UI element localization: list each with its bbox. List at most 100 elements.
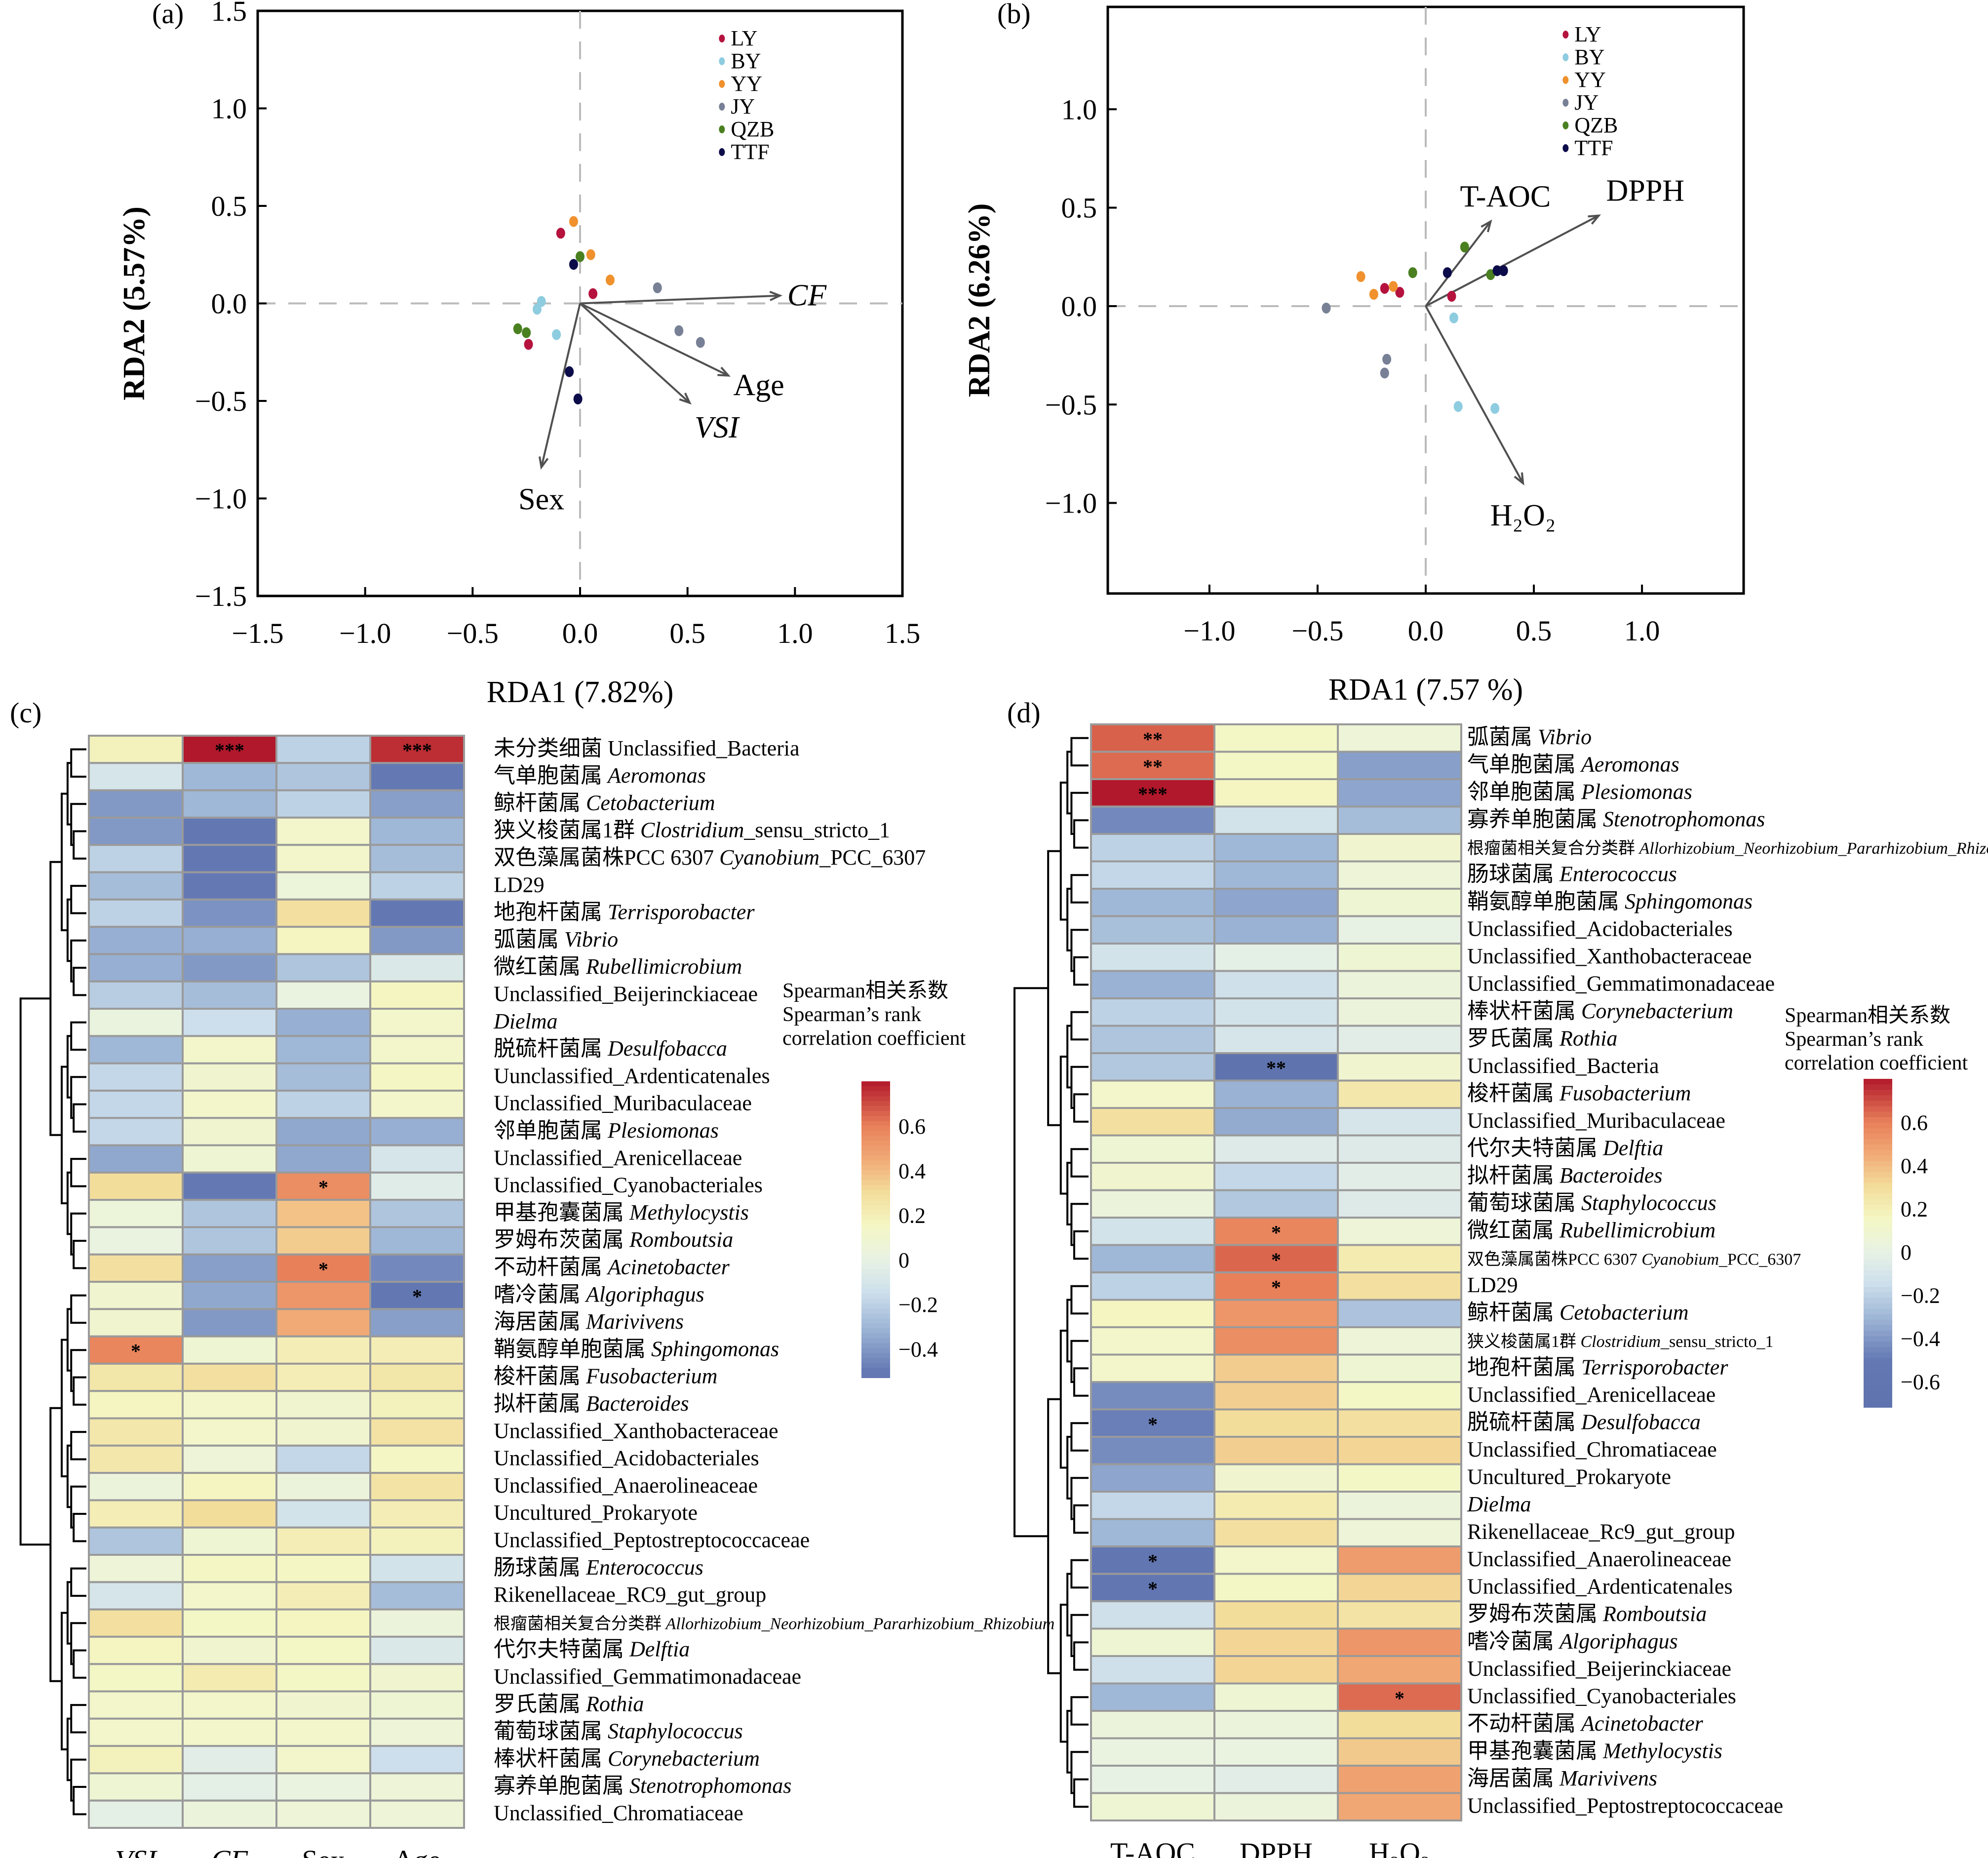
heatmap-cell [1213,1025,1339,1054]
heatmap-cell [275,1799,371,1829]
colorbar-tick-label: −0.6 [1901,1370,1940,1394]
heatmap-row: * Unclassified_Anaerolineaceae [1090,1545,1731,1575]
heatmap-row: Unclassified_Xanthobacteraceae [1090,943,1752,972]
heatmap-cell [1090,1655,1215,1685]
column-label: H₂O₂ [1369,1837,1430,1858]
heatmap-cell [182,1608,277,1638]
heatmap-cell [1337,1627,1462,1657]
colorbar-segment [861,1155,890,1161]
panel-label-d: (d) [1007,697,1041,729]
heatmap-row: 根瘤菌相关复合分类群 Allorhizobium_Neorhizobium_Pa… [1090,833,1988,863]
heatmap-cell [275,980,371,1010]
heatmap-cell [1337,1326,1462,1356]
legend-marker-ly [719,35,725,42]
dendrogram-branch [66,1717,72,1781]
panel-label-b: (b) [997,0,1031,30]
heatmap-cell [369,953,465,983]
heatmap-cell [182,871,277,901]
heatmap-cell [182,1526,277,1556]
colorbar-segment [1864,1210,1892,1217]
row-label: 微红菌属 Rubellimicrobium [494,954,742,979]
arrow-label: VSI [695,411,741,444]
heatmap-cell [275,1472,371,1502]
heatmap-cell [1213,1655,1339,1685]
heatmap-cell [1090,1107,1215,1137]
heatmap-row: 棒状杆菌属 Corynebacterium [1090,997,1733,1027]
colorbar-segment [861,1289,890,1294]
colorbar-segment [861,1116,890,1121]
heatmap-cell [275,1117,371,1146]
dendrogram-branch [1073,956,1089,986]
dendrogram-branch [66,1308,72,1372]
row-label: 根瘤菌相关复合分类群 Allorhizobium_Neorhizobium_Pa… [1467,839,1988,858]
heatmap-row: Unclassified_Muribaculaceae [88,1089,752,1119]
colorbar-segment [861,1170,890,1176]
heatmap-cell [88,1663,184,1693]
heatmap-cell [1090,970,1215,999]
colorbar-segment [1864,1259,1892,1265]
legend-marker-qzb [1562,121,1569,129]
colorbar-segment [1864,1254,1892,1260]
heatmap-row: ** 气单胞菌属 Aeromonas [1090,751,1679,780]
colorbar-segment [1864,1298,1892,1304]
colorbar-segment [1864,1177,1892,1184]
heatmap-cell [369,1472,465,1502]
dendrogram-branch [1073,1778,1089,1808]
row-label: 未分类细菌 Unclassified_Bacteria [494,736,800,760]
point-ly [556,228,565,239]
row-label: 寡养单胞菌属 Stenotrophomonas [494,1774,791,1798]
heatmap-row: * 鞘氨醇单胞菌属 Sphingomonas [88,1335,779,1365]
point-yy [586,249,595,260]
y-tick-label: −1.0 [1045,487,1097,519]
heatmap-cell [88,816,184,846]
heatmap-cell [1337,1353,1462,1383]
colorbar-segment [861,1353,890,1358]
significance-stars: ** [1143,728,1163,750]
heatmap-cell [88,844,184,873]
heatmap-cell [88,1035,184,1065]
dendrogram-branch [1047,850,1061,1126]
heatmap-cell [1337,1217,1462,1246]
heatmap-cell [182,1745,277,1775]
colorbar-segment [861,1294,890,1299]
heatmap-cell [1090,833,1215,863]
heatmap-cell [1090,943,1215,972]
heatmap-cell [88,1144,184,1174]
colorbar-tick-label: −0.4 [898,1337,938,1361]
dendrogram-branch [70,1076,86,1119]
heatmap-row: 根瘤菌相关复合分类群 Allorhizobium_Neorhizobium_Pa… [88,1608,1054,1638]
heatmap-cell [1213,1107,1339,1137]
dendrogram-branch [1073,1230,1089,1260]
point-jy [1380,367,1389,379]
colorbar-tick-label: 0.6 [898,1114,926,1139]
heatmap-cell [182,1008,277,1037]
colorbar-title-cn: Spearman相关系数 [782,980,948,1002]
heatmap-cell [182,1499,277,1529]
heatmap-cell [182,1717,277,1747]
heatmap-cell [1213,1573,1339,1602]
dendrogram-branch [1059,1055,1068,1195]
heatmap-cell [1337,751,1462,780]
colorbar-segment [1864,1270,1892,1276]
heatmap-row: 甲基孢囊菌属 Methylocystis [1090,1737,1722,1767]
arrow-h₂o₂ [1425,305,1524,484]
heatmap-cell [1213,1408,1339,1438]
row-label: Uncultured_Prokaryote [494,1501,698,1525]
point-qzb [1408,267,1417,278]
dendrogram-branch [70,1704,86,1734]
colorbar-segment [861,1200,890,1205]
row-label: Unclassified_Chromatiaceae [494,1801,743,1825]
dendrogram-branch [70,1758,86,1802]
x-tick-label: −1.5 [232,617,283,649]
colorbar-segment [861,1308,890,1314]
heatmap-cell [369,1035,465,1065]
legend-label-jy: JY [1574,90,1598,115]
heatmap-cell [369,1745,465,1775]
point-ttf [573,394,583,405]
significance-stars: *** [402,739,432,761]
dendrogram-branch [1070,1422,1089,1452]
heatmap-cell [1213,723,1339,753]
dendrogram-branch [70,1212,86,1256]
colorbar-title-en: correlation coefficient [1785,1052,1968,1074]
